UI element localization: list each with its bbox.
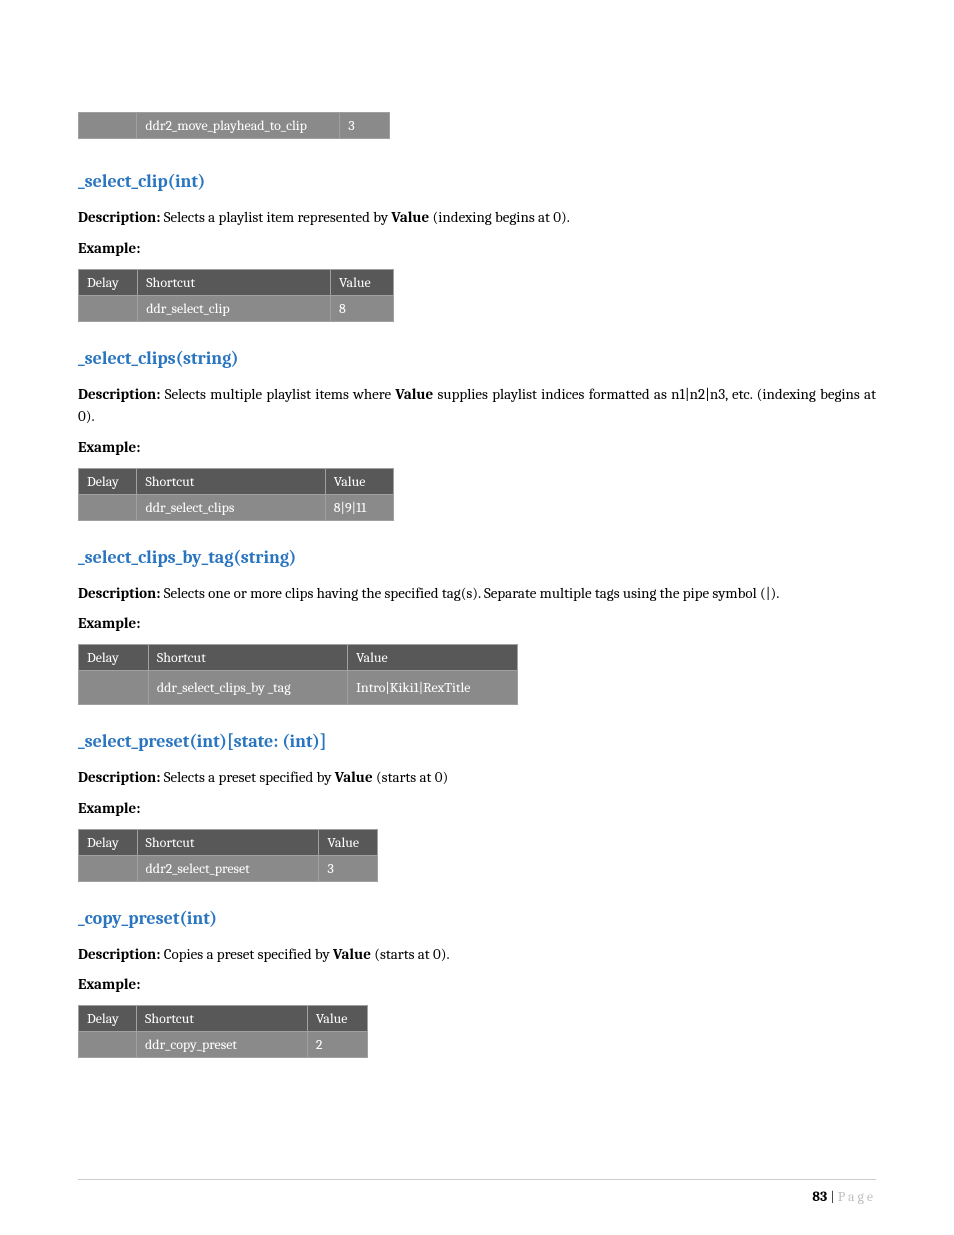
- section: _copy_preset(int) Description: Copies a p…: [78, 908, 876, 1059]
- table-header-delay: Delay: [79, 829, 138, 855]
- shortcut-table: DelayShortcutValueddr2_select_preset3: [78, 829, 378, 882]
- section: _select_clips(string) Description: Select…: [78, 348, 876, 521]
- description-label: Description:: [78, 208, 160, 226]
- section: _select_clip(int) Description: Selects a …: [78, 171, 876, 322]
- description-label: Description:: [78, 584, 160, 602]
- example-label: Example:: [78, 239, 876, 257]
- cell-shortcut: ddr2_select_preset: [137, 855, 319, 881]
- description-bold: Value: [391, 208, 429, 226]
- description-text: Description: Selects a preset specified …: [78, 766, 876, 789]
- cell-value: 3: [319, 855, 378, 881]
- description-bold: Value: [333, 945, 371, 963]
- table-header-delay: Delay: [79, 468, 137, 494]
- example-label: Example:: [78, 975, 876, 993]
- shortcut-table: DelayShortcutValueddr_select_clips8|9|11: [78, 468, 394, 521]
- table-row: ddr2_select_preset3: [79, 855, 378, 881]
- cell-delay: [79, 855, 138, 881]
- page-number: 83: [812, 1188, 827, 1205]
- cell-value: Intro|Kiki1|RexTitle: [348, 671, 518, 705]
- table-header-shortcut: Shortcut: [137, 468, 325, 494]
- example-label: Example:: [78, 438, 876, 456]
- table-header-row: DelayShortcutValue: [79, 1006, 368, 1032]
- section-title: _select_clips(string): [78, 348, 876, 369]
- cell-delay: [79, 1032, 137, 1058]
- table-header-value: Value: [307, 1006, 367, 1032]
- table-header-value: Value: [348, 645, 518, 671]
- table-header-delay: Delay: [79, 645, 149, 671]
- description-label: Description:: [78, 385, 160, 403]
- page-divider: |: [827, 1188, 838, 1205]
- example-label: Example:: [78, 614, 876, 632]
- description-text: Description: Selects a playlist item rep…: [78, 206, 876, 229]
- cell-shortcut: ddr_copy_preset: [137, 1032, 308, 1058]
- table-header-row: DelayShortcutValue: [79, 269, 394, 295]
- cell-shortcut: ddr2_move_playhead_to_clip: [137, 113, 340, 139]
- description-bold: Value: [395, 385, 433, 403]
- document-page: ddr2_move_playhead_to_clip 3 _select_cli…: [0, 0, 954, 1235]
- section-title: _copy_preset(int): [78, 908, 876, 929]
- cell-delay: [79, 295, 138, 321]
- description-label: Description:: [78, 945, 160, 963]
- section-title: _select_clip(int): [78, 171, 876, 192]
- page-footer: 83 | Page: [78, 1179, 876, 1205]
- cell-shortcut: ddr_select_clips: [137, 494, 325, 520]
- table-header-row: DelayShortcutValue: [79, 645, 518, 671]
- cell-delay: [79, 671, 149, 705]
- section-title: _select_preset(int)[state: (int)]: [78, 731, 876, 752]
- top-table-container: ddr2_move_playhead_to_clip 3: [78, 112, 876, 139]
- table-header-shortcut: Shortcut: [148, 645, 347, 671]
- shortcut-table: DelayShortcutValueddr_select_clips_by _t…: [78, 644, 518, 705]
- table-header-delay: Delay: [79, 1006, 137, 1032]
- cell-value: 3: [340, 113, 390, 139]
- table-header-shortcut: Shortcut: [137, 1006, 308, 1032]
- table-row: ddr2_move_playhead_to_clip 3: [79, 113, 390, 139]
- section: _select_preset(int)[state: (int)] Descrip…: [78, 731, 876, 882]
- table-row: ddr_select_clip8: [79, 295, 394, 321]
- description-text: Description: Selects one or more clips h…: [78, 582, 876, 605]
- cell-delay: [79, 494, 137, 520]
- table-header-delay: Delay: [79, 269, 138, 295]
- cell-shortcut: ddr_select_clips_by _tag: [148, 671, 347, 705]
- table-header-shortcut: Shortcut: [137, 829, 319, 855]
- table-row: ddr_select_clips8|9|11: [79, 494, 394, 520]
- table-header-row: DelayShortcutValue: [79, 829, 378, 855]
- description-bold: Value: [335, 768, 373, 786]
- table-header-value: Value: [319, 829, 378, 855]
- sections-container: _select_clip(int) Description: Selects a …: [78, 171, 876, 1058]
- top-shortcut-table: ddr2_move_playhead_to_clip 3: [78, 112, 390, 139]
- description-label: Description:: [78, 768, 160, 786]
- cell-shortcut: ddr_select_clip: [138, 295, 331, 321]
- shortcut-table: DelayShortcutValueddr_copy_preset2: [78, 1005, 368, 1058]
- cell-value: 8: [331, 295, 394, 321]
- table-header-value: Value: [331, 269, 394, 295]
- table-header-row: DelayShortcutValue: [79, 468, 394, 494]
- section: _select_clips_by_tag(string) Description:…: [78, 547, 876, 706]
- table-header-shortcut: Shortcut: [138, 269, 331, 295]
- page-word: Page: [838, 1188, 876, 1205]
- table-header-value: Value: [325, 468, 393, 494]
- table-row: ddr_select_clips_by _tagIntro|Kiki1|RexT…: [79, 671, 518, 705]
- section-title: _select_clips_by_tag(string): [78, 547, 876, 568]
- description-text: Description: Copies a preset specified b…: [78, 943, 876, 966]
- cell-delay: [79, 113, 137, 139]
- description-text: Description: Selects multiple playlist i…: [78, 383, 876, 428]
- cell-value: 2: [307, 1032, 367, 1058]
- table-row: ddr_copy_preset2: [79, 1032, 368, 1058]
- shortcut-table: DelayShortcutValueddr_select_clip8: [78, 269, 394, 322]
- example-label: Example:: [78, 799, 876, 817]
- cell-value: 8|9|11: [325, 494, 393, 520]
